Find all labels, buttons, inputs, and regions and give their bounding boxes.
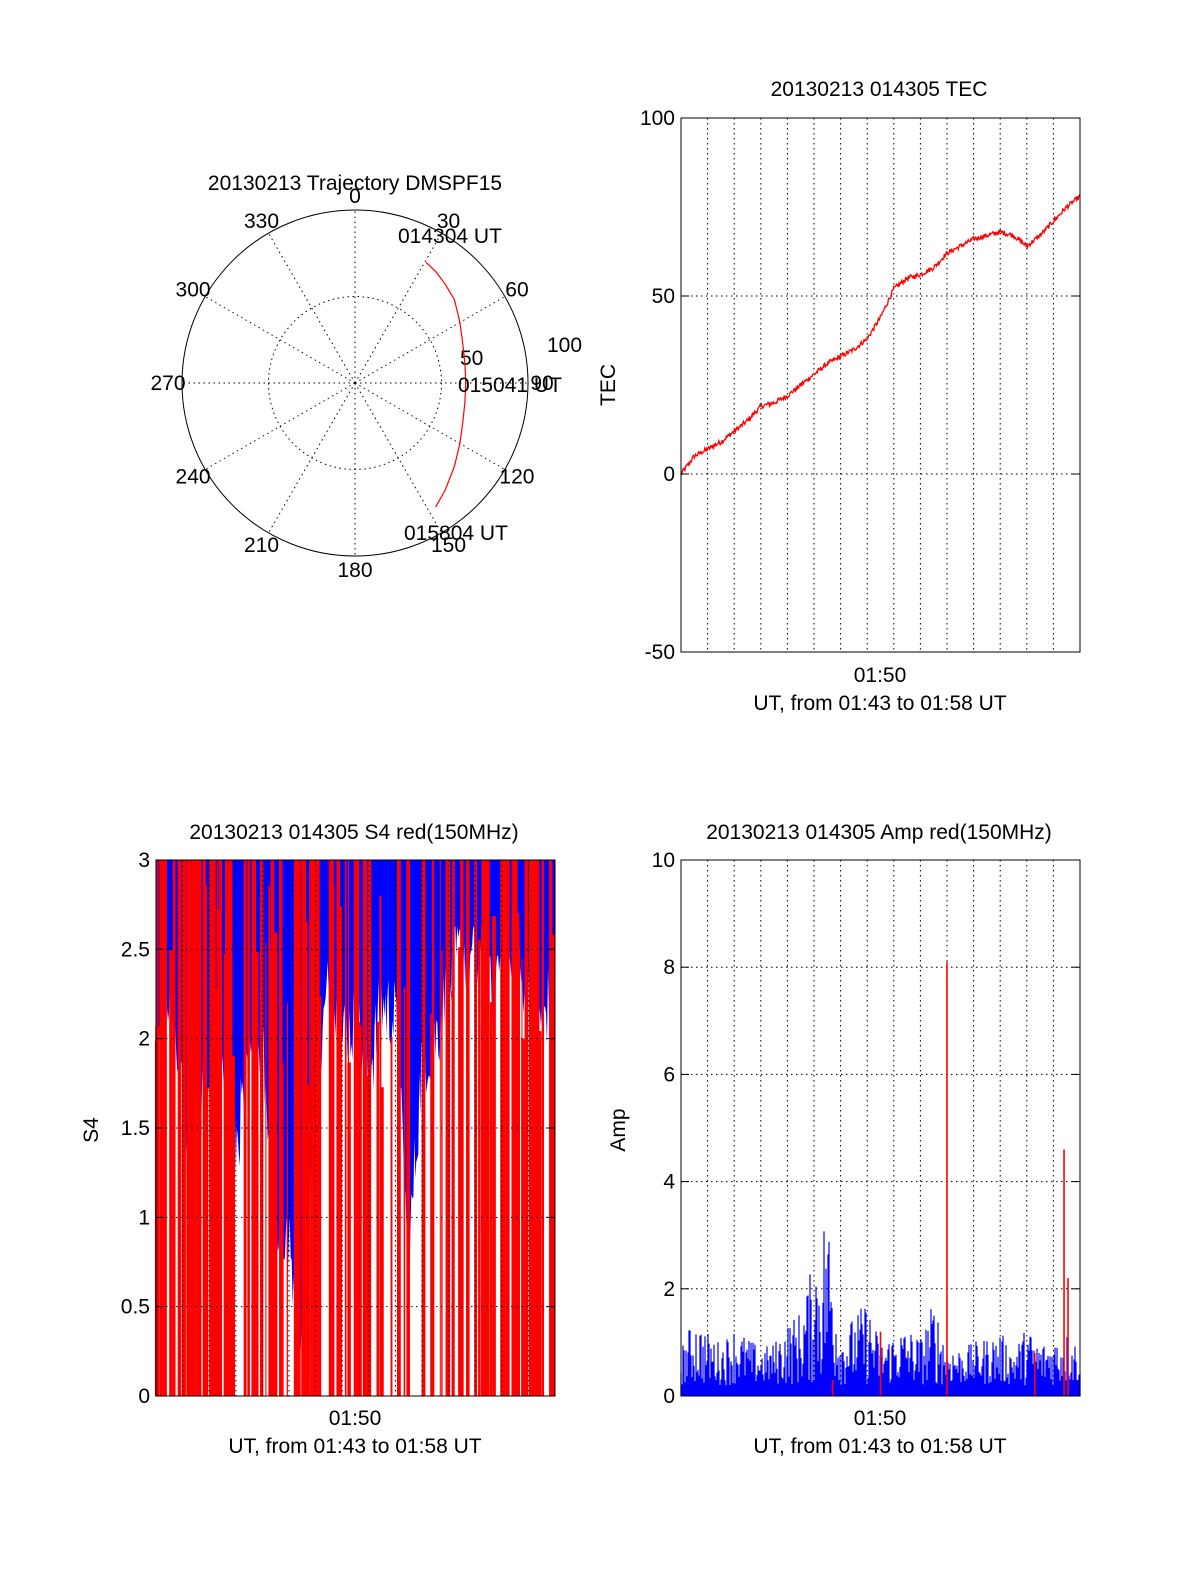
trajectory-mid-label: 015041 UT	[458, 374, 562, 397]
polar-spoke-30	[354, 232, 442, 384]
tec-x-tick-label: 01:50	[854, 664, 907, 687]
polar-spoke-240	[204, 382, 356, 470]
tec-series-line	[680, 194, 1081, 476]
polar-spoke-60	[354, 296, 506, 384]
amp-y-axis-label: Amp	[607, 1108, 630, 1151]
polar-spoke-330	[268, 232, 356, 384]
s4-ytick-label-0: 0	[138, 1385, 150, 1408]
polar-spoke-300	[204, 296, 356, 384]
tec-chart: 20130213 014305 TEC -50 0 50 100 01:50 UT, …	[597, 78, 1081, 715]
s4-title: 20130213 014305 S4 red(150MHz)	[189, 821, 518, 844]
s4-marks	[154, 860, 556, 1396]
amp-plot-frame	[680, 859, 1081, 1397]
s4-ytick-label-1: 0.5	[121, 1296, 150, 1319]
trajectory-track	[425, 261, 467, 508]
amp-grid	[681, 860, 1080, 1396]
amp-blue-bars	[680, 1231, 1081, 1396]
tec-ytick-label-2: 50	[652, 285, 675, 308]
amp-x-tick-label: 01:50	[854, 1407, 907, 1430]
tec-ytick-label-3: 100	[640, 107, 675, 130]
polar-angle-label-180: 180	[337, 559, 372, 582]
trajectory-end-label: 015804 UT	[404, 522, 508, 545]
tec-y-axis-label: TEC	[597, 364, 620, 406]
tec-x-axis-label: UT, from 01:43 to 01:58 UT	[753, 692, 1006, 715]
s4-ytick-label-2: 1	[138, 1206, 150, 1229]
polar-spoke-150	[354, 382, 442, 534]
trajectory-polar-chart: 20130213 Trajectory DMSPF15 0 30 60 90 120 15…	[150, 172, 582, 582]
amp-ytick-label-3: 6	[663, 1063, 675, 1086]
polar-angle-label-270: 270	[150, 372, 185, 395]
polar-grid	[182, 210, 528, 556]
s4-ytick-label-6: 3	[138, 849, 150, 872]
tec-ytick-label-0: -50	[645, 641, 675, 664]
polar-spoke-120	[354, 382, 506, 470]
s4-x-tick-label: 01:50	[329, 1407, 382, 1430]
polar-angle-label-150: 150	[431, 534, 466, 557]
polar-angle-label-90: 90	[530, 372, 553, 395]
amp-x-axis-label: UT, from 01:43 to 01:58 UT	[753, 1435, 1006, 1458]
s4-chart: 20130213 014305 S4 red(150MHz) 0 0.5 1 1.5 2…	[80, 821, 556, 1458]
polar-angle-label-330: 330	[244, 210, 279, 233]
s4-y-ticks: 0 0.5 1 1.5 2 2.5 3	[121, 849, 555, 1408]
polar-angle-label-60: 60	[505, 279, 528, 302]
polar-radial-label-100: 100	[547, 334, 582, 357]
polar-angle-label-0: 0	[349, 185, 361, 208]
polar-angle-labels: 0 30 60 90 120 150 180 210 240 270 300 330	[150, 185, 553, 582]
tec-y-ticks: -50 0 50 100	[640, 107, 1080, 664]
polar-outer-circle	[181, 209, 529, 557]
tec-grid	[681, 118, 1080, 652]
tec-ytick-label-1: 0	[663, 463, 675, 486]
amp-y-ticks: 0 2 4 6 8 10	[652, 849, 1080, 1408]
trajectory-start-label: 014304 UT	[398, 225, 502, 248]
amp-ytick-label-5: 10	[652, 849, 675, 872]
polar-angle-label-30: 30	[437, 210, 460, 233]
polar-angle-label-120: 120	[499, 466, 534, 489]
amp-chart: 20130213 014305 Amp red(150MHz) 0246810 …	[607, 821, 1081, 1458]
polar-spoke-210	[268, 382, 356, 534]
polar-angle-label-240: 240	[176, 466, 211, 489]
polar-title: 20130213 Trajectory DMSPF15	[208, 172, 502, 195]
s4-ytick-label-4: 2	[138, 1028, 150, 1051]
s4-y-axis-label: S4	[80, 1117, 103, 1143]
s4-grid	[156, 860, 555, 1396]
s4-ytick-label-3: 1.5	[121, 1117, 150, 1140]
polar-angle-label-300: 300	[176, 279, 211, 302]
s4-x-axis-label: UT, from 01:43 to 01:58 UT	[228, 1435, 481, 1458]
amp-ytick-label-4: 8	[663, 956, 675, 979]
polar-angle-label-210: 210	[244, 534, 279, 557]
polar-radial-label-50: 50	[460, 347, 483, 370]
amp-title: 20130213 014305 Amp red(150MHz)	[706, 821, 1052, 844]
tec-title: 20130213 014305 TEC	[771, 78, 988, 101]
amp-ytick-label-2: 4	[663, 1171, 675, 1194]
amp-ytick-label-1: 2	[663, 1278, 675, 1301]
tec-plot-frame	[680, 117, 1081, 653]
amp-marks	[680, 961, 1081, 1396]
amp-ytick-label-0: 0	[663, 1385, 675, 1408]
s4-ytick-label-5: 2.5	[121, 938, 150, 961]
